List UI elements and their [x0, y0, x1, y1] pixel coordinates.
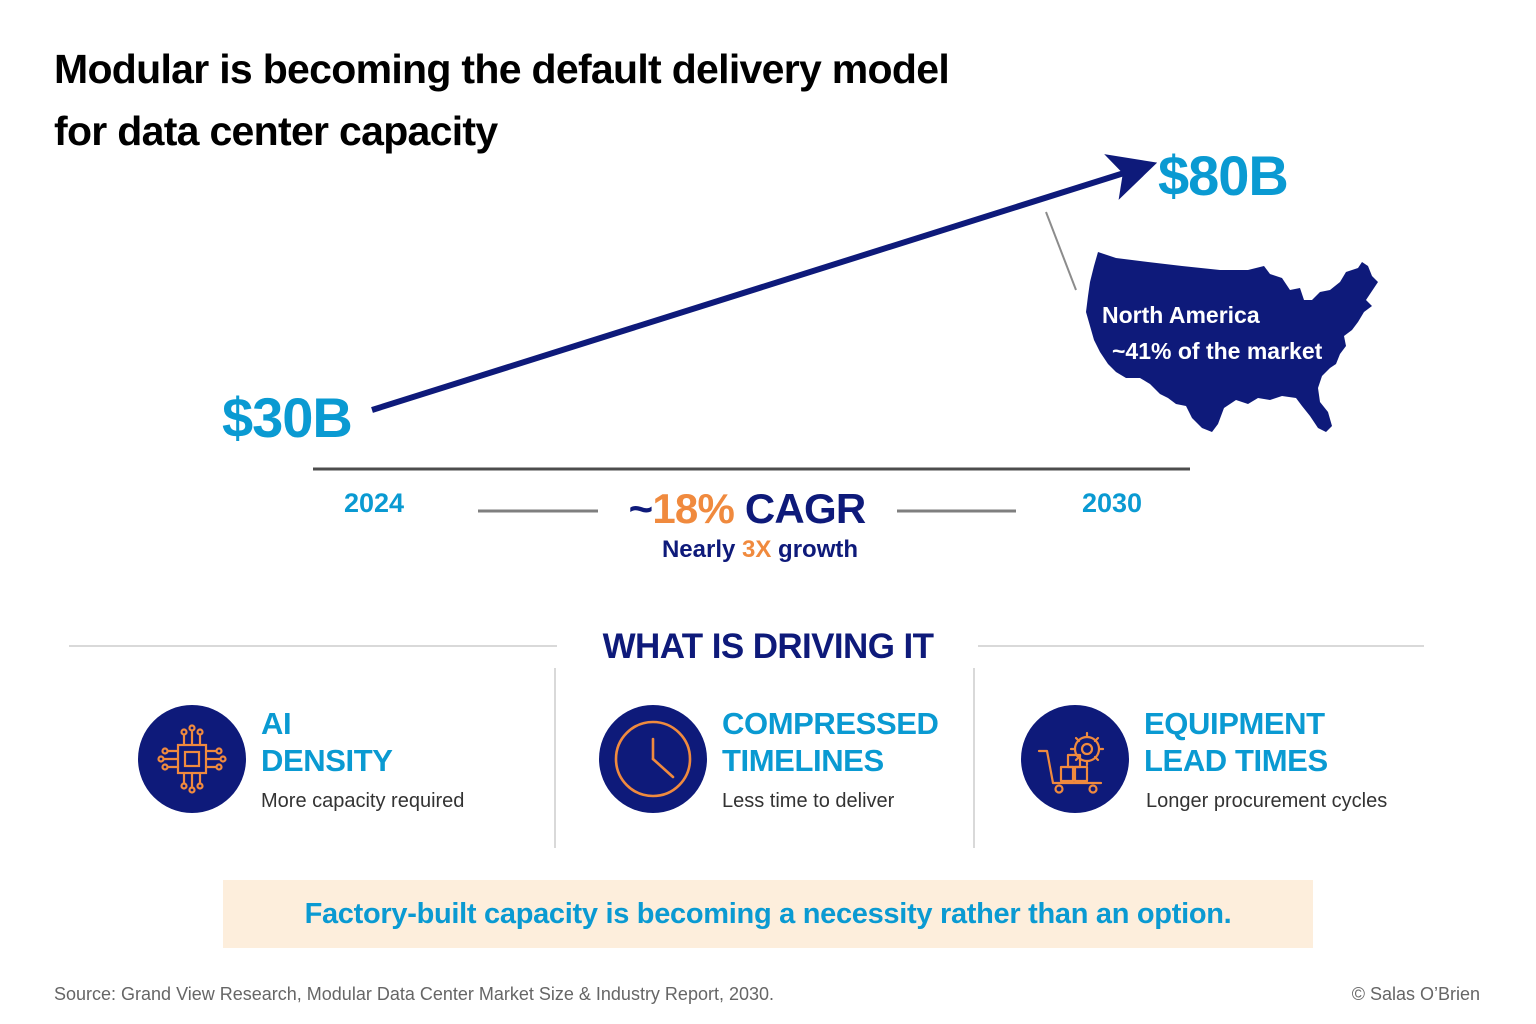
cart-gear-icon — [1021, 705, 1129, 813]
takeaway-callout: Factory-built capacity is becoming a nec… — [223, 880, 1313, 948]
growth-note: Nearly 3X growth — [610, 536, 910, 564]
start-market-value: $30B — [222, 386, 353, 449]
cagr-label: CAGR — [744, 485, 866, 532]
page-title-line-2: for data center capacity — [54, 108, 498, 154]
map-region-label: North America — [1102, 302, 1260, 328]
driver-equipment-lead-times: EQUIPMENT LEAD TIMES Longer procurement … — [1021, 700, 1421, 830]
growth-graphic — [313, 154, 1378, 513]
end-year: 2030 — [1082, 488, 1143, 518]
map-share-label: ~41% of the market — [1112, 338, 1323, 364]
driver-title-line-2: LEAD TIMES — [1144, 743, 1328, 778]
section-divider-right — [978, 645, 1424, 647]
cagr-prefix: ~ — [628, 485, 654, 532]
driver-ai-density: AI DENSITY More capacity required — [138, 700, 538, 830]
growth-note-prefix: Nearly — [661, 536, 743, 563]
cagr-headline: ~18% CAGR — [597, 486, 897, 532]
start-year: 2024 — [344, 488, 405, 518]
driver-subtitle: More capacity required — [261, 790, 465, 812]
column-divider-2 — [973, 668, 975, 848]
driver-title-line-1: EQUIPMENT — [1144, 706, 1325, 741]
driver-title: EQUIPMENT LEAD TIMES — [1144, 705, 1328, 779]
driver-title: AI DENSITY — [261, 705, 393, 779]
usa-map-icon — [1086, 252, 1378, 432]
copyright-note: © Salas O’Brien — [1351, 984, 1480, 1004]
source-note: Source: Grand View Research, Modular Dat… — [54, 984, 775, 1004]
driver-title-line-1: COMPRESSED — [722, 706, 939, 741]
growth-multiple: 3X — [742, 536, 772, 563]
driver-subtitle: Less time to deliver — [722, 790, 895, 812]
driver-subtitle: Longer procurement cycles — [1146, 790, 1388, 812]
growth-note-suffix: growth — [771, 536, 859, 563]
driver-title-line-1: AI — [261, 706, 292, 741]
page-title: Modular is becoming the default delivery… — [54, 38, 1094, 162]
end-market-value: $80B — [1158, 144, 1289, 207]
cagr-value: 18% — [652, 485, 735, 532]
driver-title: COMPRESSED TIMELINES — [722, 705, 939, 779]
driver-compressed-timelines: COMPRESSED TIMELINES Less time to delive… — [599, 700, 959, 830]
growth-arrow — [371, 154, 1158, 413]
section-divider-left — [69, 645, 557, 647]
column-divider-1 — [554, 668, 556, 848]
map-leader-line — [1045, 211, 1077, 291]
driver-title-line-2: DENSITY — [261, 743, 393, 778]
drivers-heading: WHAT IS DRIVING IT — [602, 627, 934, 666]
driver-title-line-2: TIMELINES — [722, 743, 884, 778]
clock-icon — [599, 705, 707, 813]
page-title-line-1: Modular is becoming the default delivery… — [54, 46, 950, 92]
ai-chip-icon — [138, 705, 246, 813]
